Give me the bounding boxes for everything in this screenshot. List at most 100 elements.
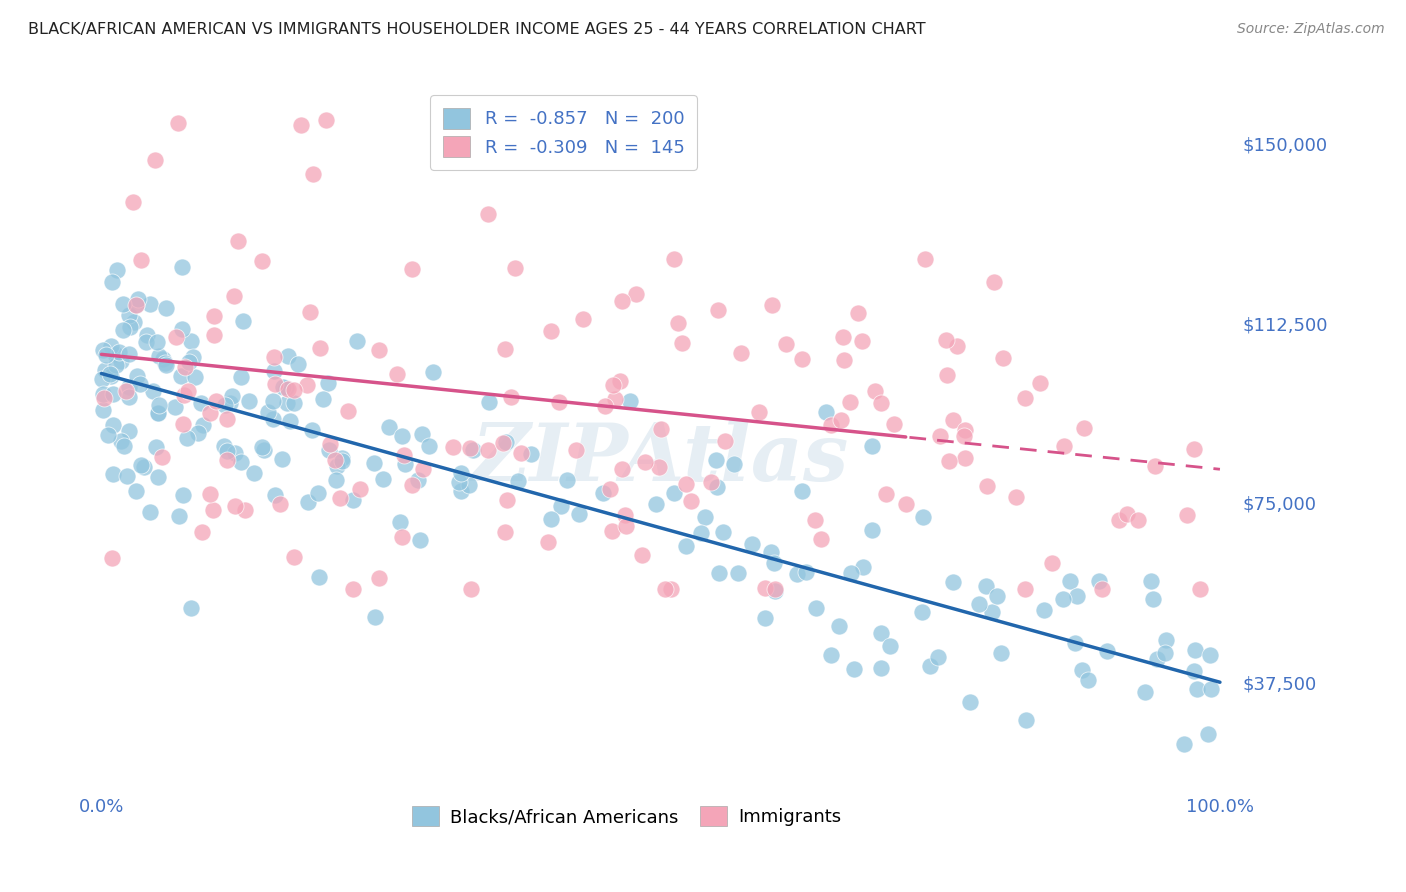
- Point: [409, 533, 432, 547]
- Point: [942, 575, 965, 590]
- Point: [555, 474, 578, 488]
- Point: [870, 661, 893, 675]
- Point: [118, 380, 141, 394]
- Point: [326, 459, 349, 474]
- Point: [176, 431, 198, 445]
- Point: [118, 390, 141, 404]
- Point: [406, 473, 429, 487]
- Point: [706, 480, 728, 494]
- Point: [1053, 439, 1076, 453]
- Point: [689, 525, 711, 540]
- Point: [863, 384, 886, 398]
- Point: [127, 292, 149, 306]
- Point: [519, 446, 541, 460]
- Point: [283, 396, 305, 410]
- Point: [1199, 648, 1222, 662]
- Point: [461, 443, 484, 458]
- Point: [146, 334, 169, 349]
- Point: [128, 376, 150, 391]
- Point: [1184, 642, 1206, 657]
- Point: [477, 443, 499, 458]
- Point: [1146, 652, 1168, 666]
- Point: [122, 315, 145, 329]
- Point: [460, 582, 482, 596]
- Point: [495, 434, 517, 449]
- Point: [253, 443, 276, 458]
- Point: [172, 417, 194, 431]
- Point: [613, 508, 636, 522]
- Point: [763, 584, 786, 599]
- Point: [91, 402, 114, 417]
- Point: [458, 477, 481, 491]
- Point: [927, 649, 949, 664]
- Point: [478, 394, 501, 409]
- Point: [806, 600, 828, 615]
- Point: [634, 455, 657, 469]
- Point: [105, 359, 128, 373]
- Point: [644, 497, 666, 511]
- Point: [1197, 727, 1219, 741]
- Point: [775, 336, 797, 351]
- Point: [394, 457, 416, 471]
- Point: [100, 338, 122, 352]
- Point: [122, 195, 145, 210]
- Point: [277, 349, 299, 363]
- Point: [263, 351, 285, 365]
- Point: [830, 413, 852, 427]
- Point: [301, 423, 323, 437]
- Point: [183, 370, 205, 384]
- Point: [91, 372, 114, 386]
- Point: [93, 391, 115, 405]
- Point: [600, 524, 623, 538]
- Point: [152, 351, 174, 366]
- Point: [232, 314, 254, 328]
- Point: [593, 399, 616, 413]
- Point: [870, 395, 893, 409]
- Point: [540, 324, 562, 338]
- Point: [193, 418, 215, 433]
- Point: [981, 606, 1004, 620]
- Point: [165, 330, 187, 344]
- Point: [91, 387, 114, 401]
- Point: [270, 452, 292, 467]
- Point: [170, 322, 193, 336]
- Point: [700, 475, 723, 490]
- Point: [1087, 574, 1109, 588]
- Point: [624, 286, 647, 301]
- Point: [112, 297, 135, 311]
- Point: [219, 396, 242, 410]
- Point: [105, 262, 128, 277]
- Point: [346, 334, 368, 348]
- Point: [942, 413, 965, 427]
- Point: [786, 567, 808, 582]
- Point: [846, 306, 869, 320]
- Point: [810, 532, 832, 546]
- Point: [1064, 635, 1087, 649]
- Point: [1032, 603, 1054, 617]
- Point: [508, 474, 530, 488]
- Point: [820, 648, 842, 662]
- Point: [671, 336, 693, 351]
- Point: [391, 530, 413, 544]
- Point: [1140, 574, 1163, 588]
- Point: [131, 458, 153, 473]
- Point: [117, 468, 139, 483]
- Point: [118, 346, 141, 360]
- Point: [308, 341, 330, 355]
- Point: [297, 494, 319, 508]
- Point: [204, 393, 226, 408]
- Point: [212, 439, 235, 453]
- Point: [953, 450, 976, 465]
- Point: [177, 355, 200, 369]
- Point: [118, 308, 141, 322]
- Point: [1077, 673, 1099, 687]
- Point: [503, 261, 526, 276]
- Point: [852, 560, 875, 574]
- Point: [287, 357, 309, 371]
- Point: [325, 453, 347, 467]
- Point: [619, 394, 641, 409]
- Point: [1052, 591, 1074, 606]
- Point: [202, 503, 225, 517]
- Point: [650, 422, 672, 436]
- Point: [411, 427, 433, 442]
